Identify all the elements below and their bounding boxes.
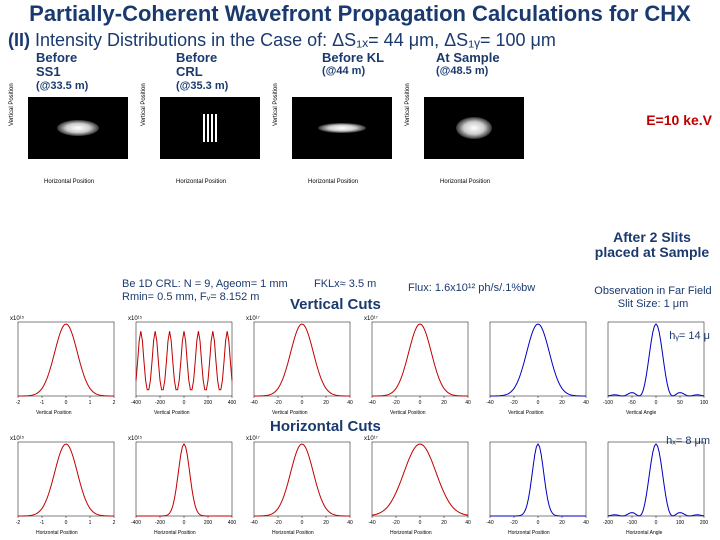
svg-text:20: 20: [559, 520, 565, 526]
svg-text:-20: -20: [392, 520, 399, 526]
vertical-chart-5: -100-50050100Vertical Angle: [598, 316, 714, 408]
svg-text:0: 0: [419, 400, 422, 406]
svg-text:0: 0: [537, 520, 540, 526]
svg-text:-1: -1: [40, 520, 45, 526]
svg-text:200: 200: [204, 520, 213, 526]
svg-text:1: 1: [89, 400, 92, 406]
svg-text:40: 40: [347, 520, 353, 526]
svg-text:40: 40: [583, 400, 589, 406]
horizontal-chart-2: -40-2002040x10¹⁷Horizontal Position: [244, 436, 360, 528]
horizontal-chart-1: -400-2000200400x10¹⁵Horizontal Position: [126, 436, 242, 528]
svg-text:20: 20: [559, 400, 565, 406]
observation-label: Observation in Far FieldSlit Size: 1 μm: [588, 285, 718, 311]
svg-text:-50: -50: [628, 400, 635, 406]
svg-text:-400: -400: [131, 400, 141, 406]
subtitle-prefix: (II): [8, 30, 30, 50]
horizontal-chart-5: -200-1000100200Horizontal Angle: [598, 436, 714, 528]
intensity-plot-2: Vertical PositionHorizontal Position: [278, 93, 406, 183]
svg-text:-20: -20: [274, 400, 281, 406]
column-label-0: BeforeSS1(@33.5 m): [36, 51, 88, 92]
svg-text:-20: -20: [392, 400, 399, 406]
svg-text:0: 0: [537, 400, 540, 406]
column-labels: BeforeSS1(@33.5 m) BeforeCRL(@35.3 m) Befo…: [0, 51, 720, 91]
horizontal-chart-3: -40-2002040x10¹⁷Horizontal Position: [362, 436, 478, 528]
fkl-value: FKLx≈ 3.5 m: [314, 278, 376, 290]
svg-text:100: 100: [700, 400, 709, 406]
vertical-cuts-label: Vertical Cuts: [290, 296, 381, 313]
column-label-3: At Sample(@48.5 m): [436, 51, 500, 77]
svg-text:0: 0: [65, 520, 68, 526]
svg-text:-400: -400: [131, 520, 141, 526]
svg-text:-40: -40: [486, 520, 493, 526]
svg-text:100: 100: [676, 520, 685, 526]
horizontal-cuts-label: Horizontal Cuts: [270, 418, 381, 435]
svg-text:-200: -200: [603, 520, 613, 526]
svg-text:-40: -40: [250, 400, 257, 406]
crl-params: Be 1D CRL: N = 9, Ageom= 1 mmRmin= 0.5 m…: [122, 278, 297, 304]
horizontal-charts-row: -2-1012x10¹⁵Horizontal Position-400-2000…: [0, 436, 714, 528]
vertical-chart-1: -400-2000200400x10¹⁵Vertical Position: [126, 316, 242, 408]
vertical-chart-3: -40-2002040x10¹⁷Vertical Position: [362, 316, 478, 408]
svg-text:200: 200: [700, 520, 709, 526]
svg-text:-1: -1: [40, 400, 45, 406]
svg-text:-100: -100: [603, 400, 613, 406]
vertical-charts-row: -2-1012x10¹⁵Vertical Position-400-200020…: [0, 316, 714, 408]
svg-text:2: 2: [113, 400, 116, 406]
intensity-plot-0: Vertical PositionHorizontal Position: [14, 93, 142, 183]
svg-text:40: 40: [347, 400, 353, 406]
svg-text:20: 20: [323, 400, 329, 406]
svg-text:50: 50: [677, 400, 683, 406]
intensity-plot-3: Vertical PositionHorizontal Position: [410, 93, 538, 183]
vertical-chart-2: -40-2002040x10¹⁷Vertical Position: [244, 316, 360, 408]
svg-text:40: 40: [583, 520, 589, 526]
energy-label: E=10 ke.V: [646, 112, 712, 128]
svg-text:-200: -200: [155, 400, 165, 406]
svg-text:400: 400: [228, 520, 237, 526]
intensity-plot-1: Vertical PositionHorizontal Position: [146, 93, 274, 183]
svg-text:-40: -40: [368, 520, 375, 526]
svg-text:0: 0: [65, 400, 68, 406]
svg-text:20: 20: [323, 520, 329, 526]
vertical-chart-4: -40-2002040Vertical Position: [480, 316, 596, 408]
svg-text:0: 0: [419, 520, 422, 526]
column-label-2: Before KL(@44 m): [322, 51, 384, 77]
subtitle-text: Intensity Distributions in the Case of: …: [35, 30, 556, 50]
svg-text:-20: -20: [274, 520, 281, 526]
horizontal-chart-0: -2-1012x10¹⁵Horizontal Position: [8, 436, 124, 528]
vertical-chart-0: -2-1012x10¹⁵Vertical Position: [8, 316, 124, 408]
svg-text:0: 0: [301, 400, 304, 406]
page-title: Partially-Coherent Wavefront Propagation…: [0, 0, 720, 26]
svg-text:-20: -20: [510, 520, 517, 526]
svg-text:40: 40: [465, 520, 471, 526]
column-label-1: BeforeCRL(@35.3 m): [176, 51, 228, 92]
svg-text:-40: -40: [486, 400, 493, 406]
svg-text:40: 40: [465, 400, 471, 406]
intensity-plots-row: Vertical PositionHorizontal PositionVert…: [0, 93, 720, 183]
svg-text:0: 0: [655, 520, 658, 526]
svg-text:20: 20: [441, 400, 447, 406]
flux-value: Flux: 1.6x10¹² ph/s/.1%bw: [408, 282, 535, 294]
horizontal-chart-4: -40-2002040Horizontal Position: [480, 436, 596, 528]
svg-text:-200: -200: [155, 520, 165, 526]
svg-text:200: 200: [204, 400, 213, 406]
svg-text:-100: -100: [627, 520, 637, 526]
svg-text:0: 0: [655, 400, 658, 406]
svg-text:-40: -40: [368, 400, 375, 406]
subtitle: (II) Intensity Distributions in the Case…: [0, 30, 720, 51]
svg-text:2: 2: [113, 520, 116, 526]
svg-text:-2: -2: [16, 520, 21, 526]
after-slits-label: After 2 Slits placed at Sample: [592, 230, 712, 261]
svg-text:0: 0: [183, 400, 186, 406]
svg-text:-40: -40: [250, 520, 257, 526]
svg-text:20: 20: [441, 520, 447, 526]
svg-text:0: 0: [183, 520, 186, 526]
svg-text:1: 1: [89, 520, 92, 526]
svg-text:400: 400: [228, 400, 237, 406]
svg-text:0: 0: [301, 520, 304, 526]
svg-text:-20: -20: [510, 400, 517, 406]
svg-text:-2: -2: [16, 400, 21, 406]
